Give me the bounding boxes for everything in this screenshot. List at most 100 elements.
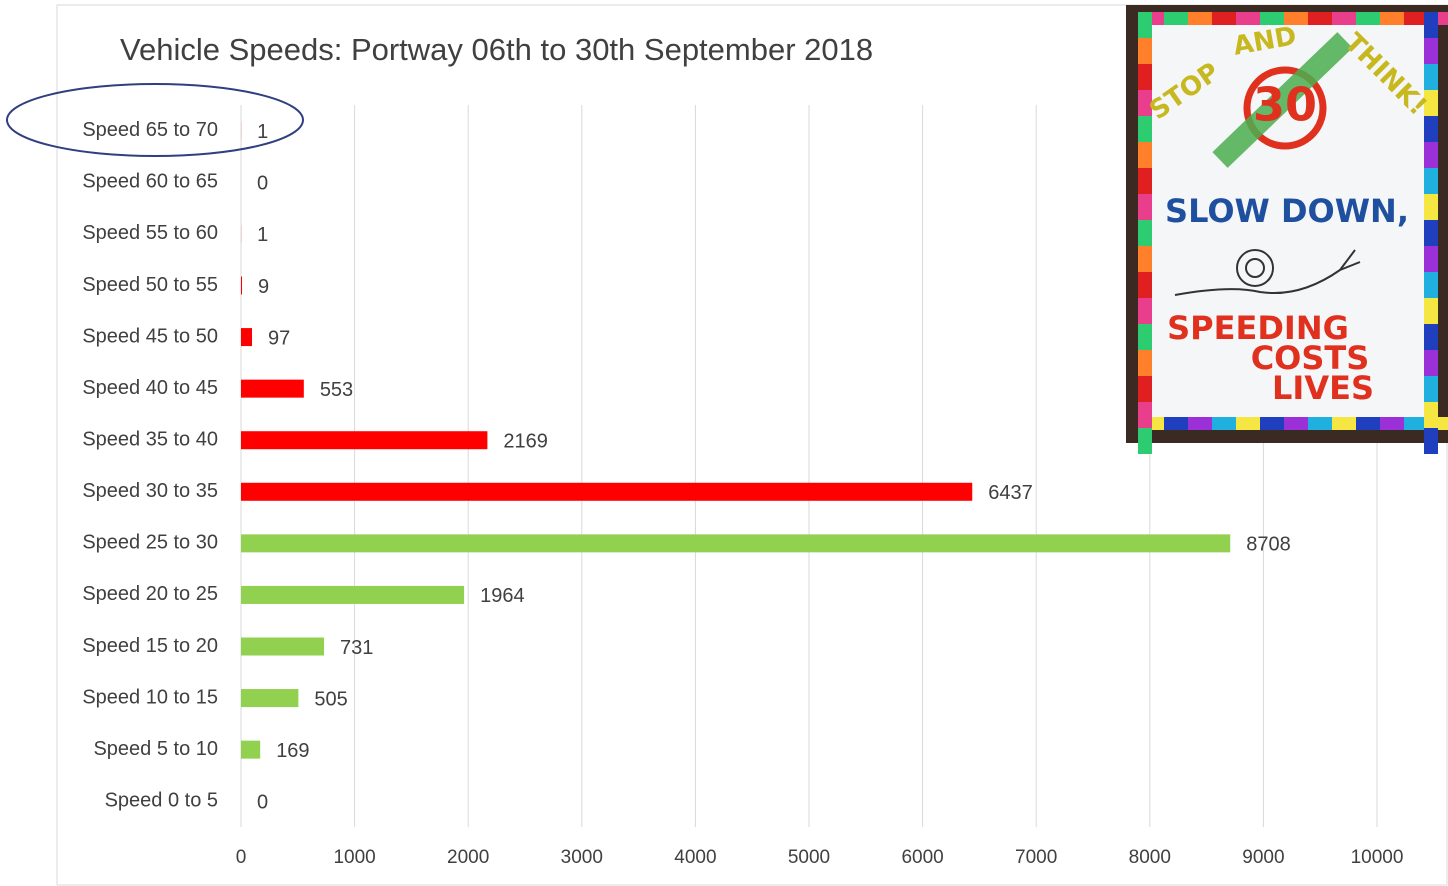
y-tick-label: Speed 60 to 65 (82, 171, 218, 193)
border-block (1138, 64, 1152, 90)
sign-text: LIVES (1272, 369, 1374, 407)
border-block (1356, 12, 1380, 25)
border-block (1138, 116, 1152, 142)
border-block (1356, 417, 1380, 430)
border-block (1424, 246, 1438, 272)
chart-title: Vehicle Speeds: Portway 06th to 30th Sep… (120, 32, 873, 67)
data-label: 2169 (503, 430, 548, 452)
y-tick-label: Speed 15 to 20 (82, 635, 218, 657)
x-tick-label: 0 (236, 847, 247, 868)
x-tick-label: 6000 (901, 847, 943, 868)
border-block (1236, 12, 1260, 25)
border-block (1138, 220, 1152, 246)
data-label: 1 (257, 121, 268, 143)
border-block (1212, 417, 1236, 430)
border-block (1138, 246, 1152, 272)
border-block (1138, 168, 1152, 194)
border-block (1164, 12, 1188, 25)
border-block (1308, 12, 1332, 25)
border-block (1424, 38, 1438, 64)
border-block (1424, 64, 1438, 90)
data-label: 731 (340, 637, 373, 659)
x-tick-label: 8000 (1129, 847, 1171, 868)
border-block (1424, 194, 1438, 220)
y-tick-label: Speed 55 to 60 (82, 222, 218, 244)
border-block (1138, 142, 1152, 168)
y-tick-label: Speed 5 to 10 (93, 738, 218, 760)
border-block (1138, 272, 1152, 298)
y-tick-label: Speed 20 to 25 (82, 583, 218, 605)
x-tick-label: 10000 (1351, 847, 1404, 868)
data-label: 553 (320, 379, 353, 401)
border-block (1424, 116, 1438, 142)
border-block (1138, 38, 1152, 64)
x-tick-label: 5000 (788, 847, 830, 868)
y-tick-label: Speed 25 to 30 (82, 532, 218, 554)
bar (241, 431, 487, 449)
bar (241, 638, 324, 656)
data-label: 0 (257, 173, 268, 195)
bar (241, 689, 298, 707)
bar (241, 741, 260, 759)
data-label: 505 (314, 688, 347, 710)
sign-text: 30 (1253, 78, 1317, 132)
border-block (1424, 402, 1438, 428)
border-block (1424, 298, 1438, 324)
border-block (1138, 402, 1152, 428)
border-block (1424, 12, 1438, 38)
border-block (1424, 324, 1438, 350)
y-tick-label: Speed 40 to 45 (82, 377, 218, 399)
x-tick-label: 9000 (1242, 847, 1284, 868)
border-block (1424, 168, 1438, 194)
border-block (1308, 417, 1332, 430)
x-tick-label: 4000 (674, 847, 716, 868)
border-block (1332, 12, 1356, 25)
data-label: 0 (257, 791, 268, 813)
y-tick-label: Speed 0 to 5 (105, 789, 218, 811)
y-tick-label: Speed 35 to 40 (82, 428, 218, 450)
border-block (1424, 272, 1438, 298)
border-block (1284, 417, 1308, 430)
y-tick-label: Speed 10 to 15 (82, 686, 218, 708)
border-block (1138, 428, 1152, 454)
chart: Vehicle Speeds: Portway 06th to 30th Sep… (0, 0, 1448, 886)
data-label: 97 (268, 327, 290, 349)
data-label: 169 (276, 740, 309, 762)
border-block (1380, 12, 1404, 25)
sign-text: SLOW DOWN, (1165, 192, 1409, 230)
bar (241, 483, 972, 501)
border-block (1138, 376, 1152, 402)
border-block (1424, 376, 1438, 402)
border-block (1424, 350, 1438, 376)
x-tick-label: 7000 (1015, 847, 1057, 868)
border-block (1212, 12, 1236, 25)
y-tick-label: Speed 45 to 50 (82, 325, 218, 347)
border-block (1138, 350, 1152, 376)
border-block (1424, 142, 1438, 168)
border-block (1260, 417, 1284, 430)
data-label: 6437 (988, 482, 1032, 504)
border-block (1188, 417, 1212, 430)
y-tick-label: Speed 30 to 35 (82, 480, 218, 502)
border-block (1138, 324, 1152, 350)
border-block (1138, 298, 1152, 324)
border-block (1380, 417, 1404, 430)
border-block (1424, 428, 1438, 454)
border-block (1188, 12, 1212, 25)
border-block (1424, 220, 1438, 246)
bar (241, 534, 1230, 552)
bar (241, 586, 464, 604)
x-tick-label: 3000 (561, 847, 603, 868)
border-block (1236, 417, 1260, 430)
bar (241, 380, 304, 398)
data-label: 8708 (1246, 534, 1291, 556)
data-label: 1 (257, 224, 268, 246)
border-block (1164, 417, 1188, 430)
border-block (1332, 417, 1356, 430)
x-tick-label: 1000 (333, 847, 375, 868)
border-block (1138, 194, 1152, 220)
bar (241, 328, 252, 346)
bar (241, 277, 242, 295)
data-label: 1964 (480, 585, 525, 607)
x-tick-label: 2000 (447, 847, 489, 868)
